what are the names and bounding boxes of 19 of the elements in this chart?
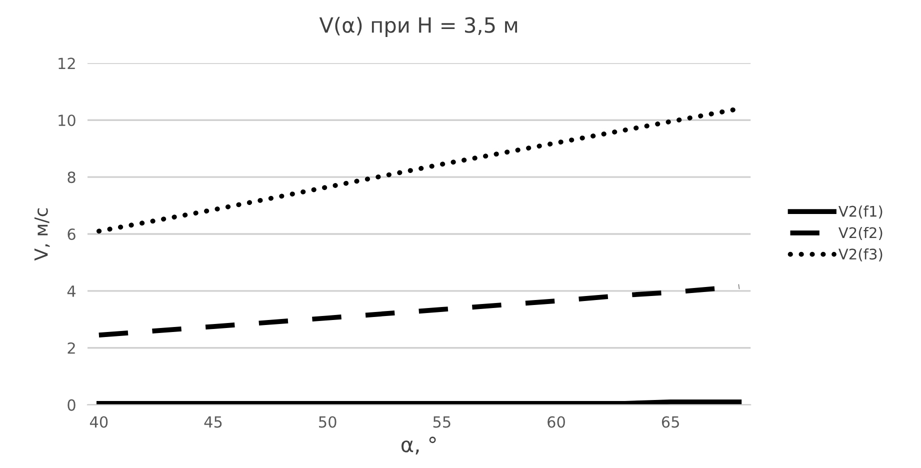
x-tick-label: 45: [204, 416, 222, 428]
x-tick-label: 60: [548, 416, 565, 428]
legend-label: V2(f2): [838, 226, 882, 240]
legend-label: V2(f1): [838, 206, 882, 219]
x-tick-label: 50: [319, 416, 336, 428]
y-tick-label: 8: [68, 172, 76, 184]
chart-title: V(α) при H = 3,5 м: [319, 16, 518, 37]
x-tick-label: 40: [90, 416, 108, 428]
x-axis-title: α, °: [402, 436, 436, 455]
y-tick-label: 4: [67, 286, 76, 297]
x-tick-label: 55: [433, 416, 450, 428]
y-tick-label: 2: [68, 342, 75, 354]
y-axis-title: V, м/с: [34, 208, 50, 261]
legend-label: V2(f3): [838, 248, 882, 262]
y-tick-label: 12: [58, 58, 75, 69]
x-tick-label: 65: [662, 416, 679, 428]
y-tick-label: 0: [68, 399, 76, 411]
y-tick-label: 10: [58, 114, 76, 126]
y-tick-label: 6: [68, 228, 76, 240]
